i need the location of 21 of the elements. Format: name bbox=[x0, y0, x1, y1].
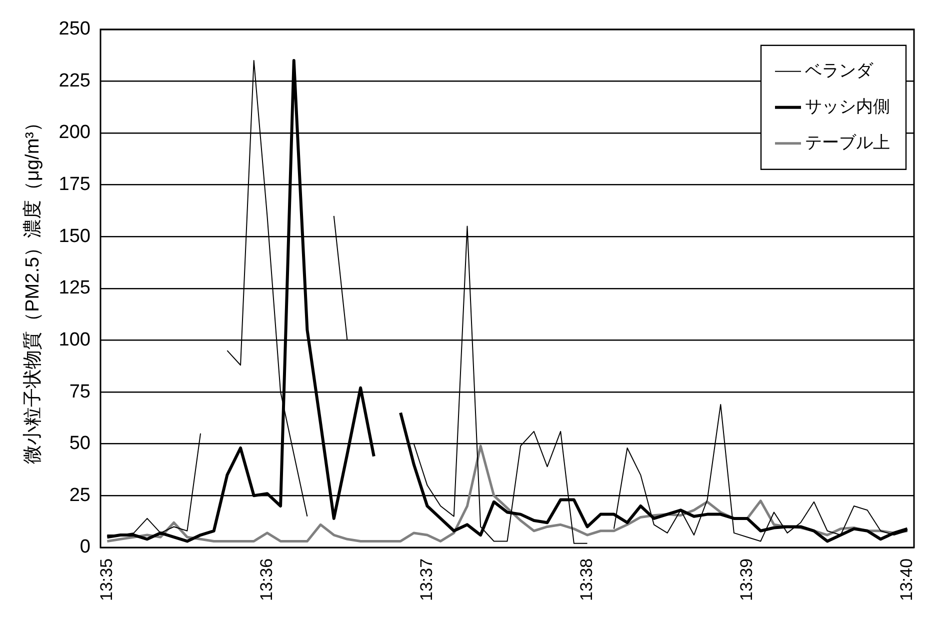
y-tick-label: 0 bbox=[80, 536, 90, 558]
y-tick-label: 175 bbox=[58, 174, 90, 196]
y-tick-label: 150 bbox=[58, 226, 90, 247]
y-tick-label: 250 bbox=[58, 18, 90, 40]
y-tick-label: 225 bbox=[58, 70, 90, 92]
legend-label: サッシ内側 bbox=[805, 97, 890, 116]
x-tick-label: 13:36 bbox=[256, 558, 276, 602]
legend-label: テーブル上 bbox=[805, 133, 890, 152]
x-tick-label: 13:35 bbox=[96, 558, 116, 602]
y-tick-label: 50 bbox=[69, 433, 90, 454]
y-tick-label: 200 bbox=[58, 122, 90, 144]
x-tick-label: 13:37 bbox=[416, 558, 436, 602]
legend-label: ベランダ bbox=[805, 61, 874, 80]
y-tick-label: 125 bbox=[58, 278, 90, 299]
x-tick-label: 13:39 bbox=[736, 558, 756, 602]
x-tick-label: 13:40 bbox=[897, 558, 916, 602]
y-axis-title: 微小粒子状物質（PM2.5）濃度（μg/m³） bbox=[22, 112, 44, 464]
y-tick-label: 100 bbox=[58, 329, 90, 350]
x-tick-label: 13:38 bbox=[576, 558, 596, 602]
y-tick-label: 75 bbox=[69, 381, 90, 402]
y-tick-label: 25 bbox=[69, 484, 90, 506]
